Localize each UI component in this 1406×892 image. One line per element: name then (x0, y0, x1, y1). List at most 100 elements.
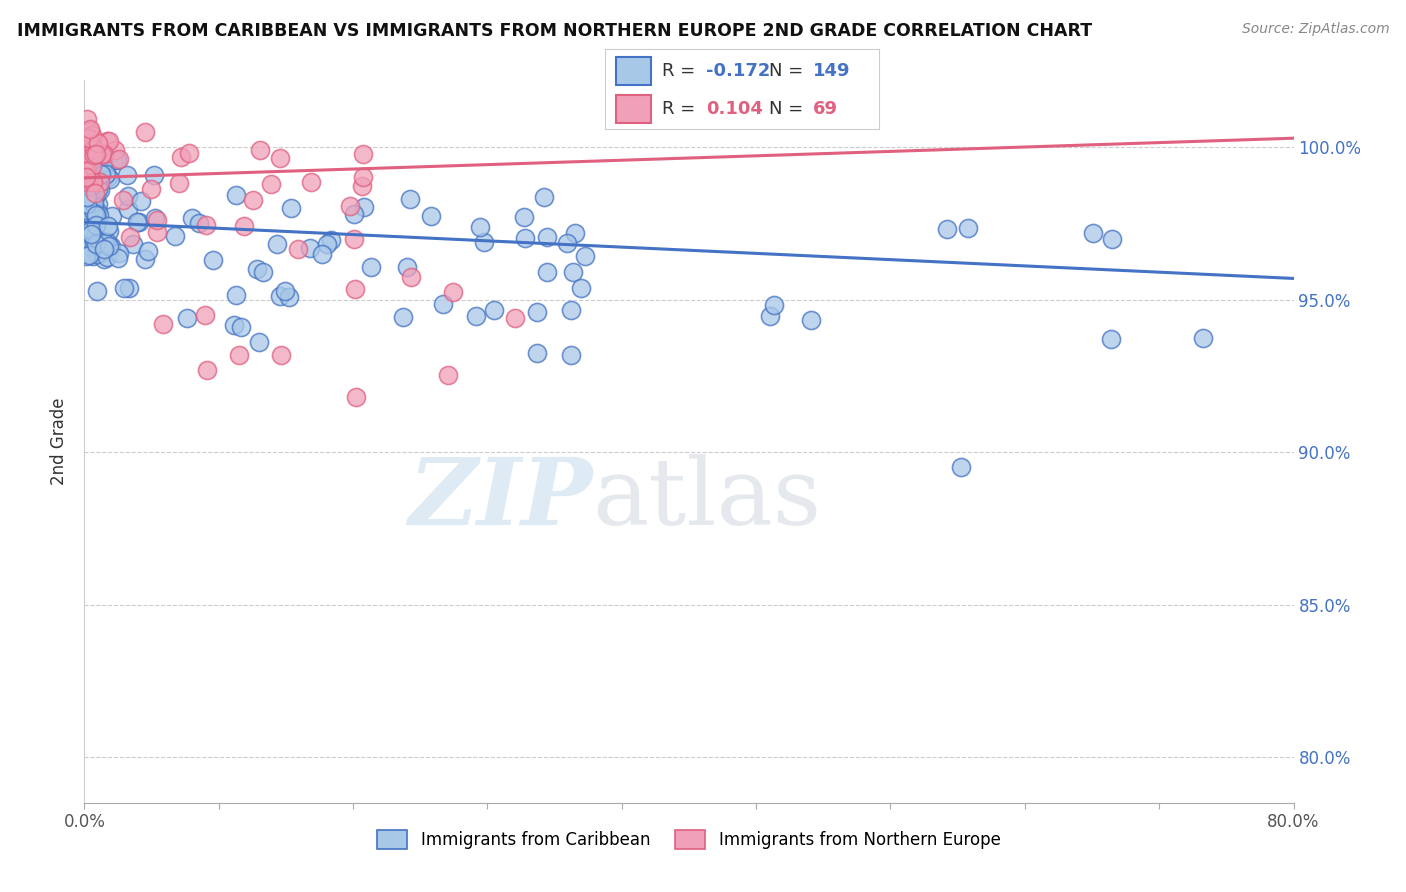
Point (77, 166, 100, 180)
Point (134, 252, 156, 267)
Point (112, 280, 135, 294)
Point (75, 249, 97, 263)
Bar (616, 57, 651, 86)
Point (75, 177, 97, 191)
Point (84, 188, 107, 202)
Point (225, 287, 247, 301)
Point (229, 320, 252, 334)
Point (536, 230, 558, 244)
Text: 0.104: 0.104 (706, 100, 763, 118)
Point (118, 230, 141, 244)
Point (90, 147, 112, 161)
Point (84, 186, 107, 201)
Point (93, 147, 115, 161)
Point (441, 285, 464, 300)
Point (86, 218, 108, 232)
Point (87, 165, 110, 179)
Point (465, 309, 488, 323)
Point (513, 231, 536, 245)
Point (97, 219, 120, 233)
Point (76, 153, 98, 168)
Point (82, 249, 104, 263)
Point (1099, 332, 1122, 346)
Point (181, 211, 204, 226)
Point (86, 181, 108, 195)
Point (83, 206, 105, 220)
Point (107, 251, 129, 265)
Point (299, 175, 322, 189)
Point (97, 239, 120, 253)
Point (339, 198, 361, 212)
Point (82, 195, 104, 210)
Point (536, 265, 558, 279)
Point (77, 149, 100, 163)
Point (936, 222, 959, 236)
Point (96, 250, 118, 264)
Point (82, 192, 104, 206)
Point (75, 146, 97, 161)
Point (512, 210, 534, 224)
Point (533, 190, 555, 204)
Point (134, 125, 156, 139)
Point (319, 233, 342, 247)
Text: N =: N = (769, 62, 808, 80)
Point (170, 149, 193, 163)
Point (96, 235, 118, 250)
Point (75, 183, 97, 197)
Point (91, 156, 114, 170)
Point (97, 224, 120, 238)
Point (87, 197, 110, 211)
Text: R =: R = (662, 62, 702, 80)
Point (143, 211, 166, 225)
Point (763, 298, 786, 312)
Point (76, 154, 98, 169)
Point (128, 215, 150, 229)
Point (80, 228, 103, 243)
Point (84, 146, 107, 161)
Point (555, 235, 578, 250)
Point (103, 153, 125, 167)
Point (129, 194, 152, 209)
Point (145, 213, 167, 227)
Point (136, 244, 159, 258)
Point (97, 170, 120, 185)
Point (94, 167, 117, 181)
Point (79, 124, 101, 138)
Point (103, 144, 125, 158)
Point (352, 179, 374, 194)
Y-axis label: 2nd Grade: 2nd Grade (51, 398, 69, 485)
Point (90, 245, 112, 260)
Point (270, 348, 292, 362)
Point (79, 159, 101, 173)
Point (482, 303, 505, 318)
Point (1192, 331, 1215, 345)
Point (118, 281, 141, 295)
Point (86, 204, 108, 219)
Point (84, 229, 107, 244)
Point (232, 219, 254, 233)
Point (76, 190, 98, 204)
Point (228, 348, 250, 362)
Point (83, 205, 105, 219)
Point (83, 142, 105, 156)
Point (316, 237, 339, 252)
Point (146, 225, 169, 239)
Text: 69: 69 (813, 100, 838, 118)
Point (266, 236, 288, 251)
Point (77, 248, 100, 262)
Point (249, 143, 271, 157)
Point (569, 281, 592, 295)
Point (82, 169, 104, 184)
Point (107, 246, 129, 260)
Point (80, 223, 103, 237)
Point (222, 318, 245, 332)
Point (94, 168, 117, 182)
Point (77, 131, 100, 145)
Point (76, 176, 98, 190)
Point (98, 172, 121, 186)
Point (90, 167, 112, 181)
Point (87, 207, 110, 221)
Text: IMMIGRANTS FROM CARIBBEAN VS IMMIGRANTS FROM NORTHERN EUROPE 2ND GRADE CORRELATI: IMMIGRANTS FROM CARIBBEAN VS IMMIGRANTS … (17, 22, 1092, 40)
Point (75, 130, 97, 145)
Point (167, 176, 190, 190)
